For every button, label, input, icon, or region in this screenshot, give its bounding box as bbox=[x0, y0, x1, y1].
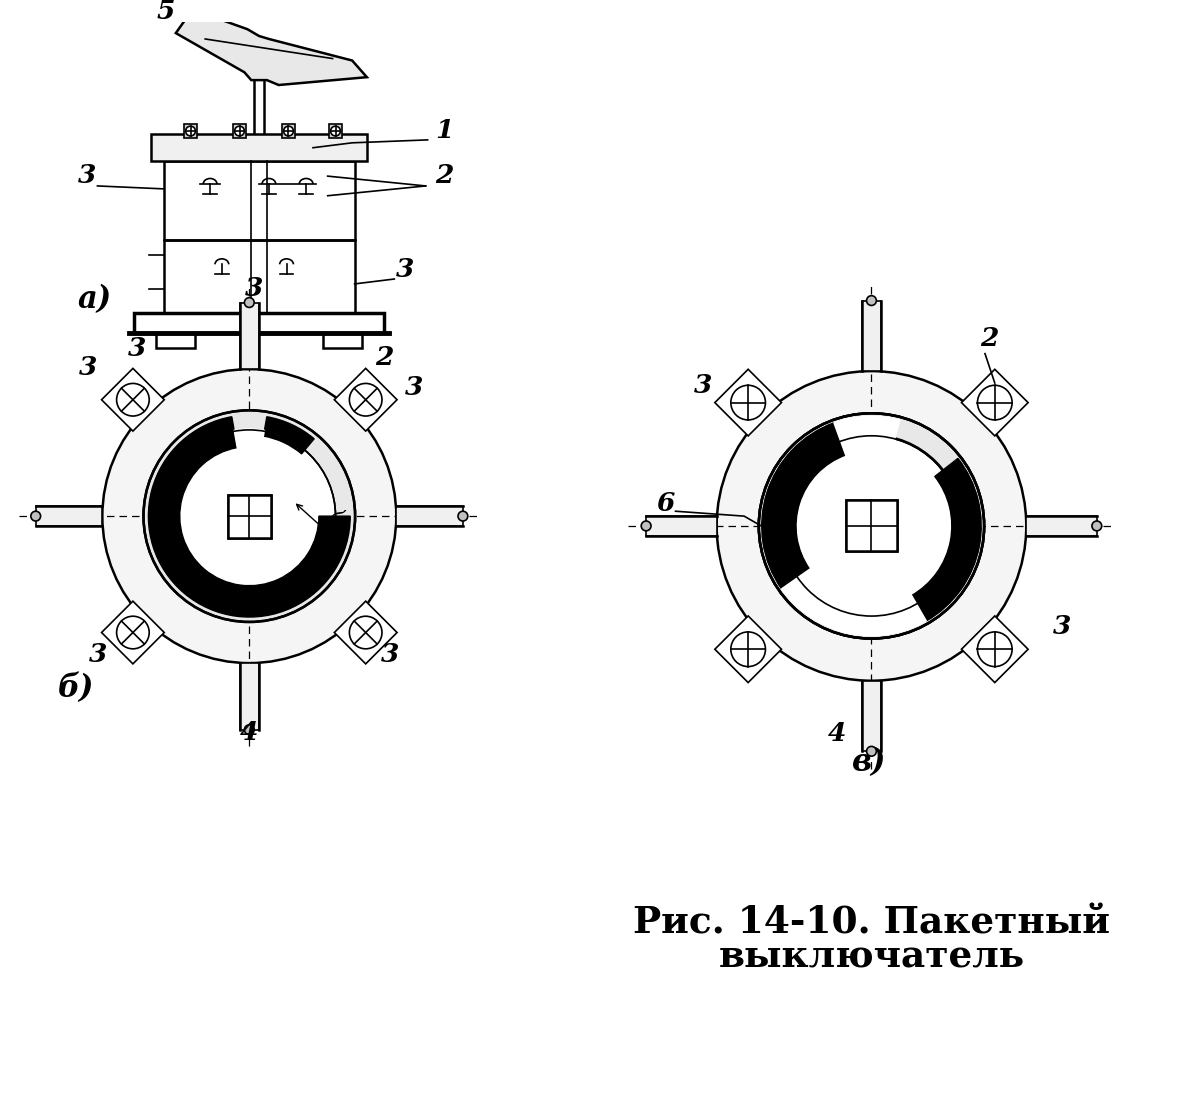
Text: 3: 3 bbox=[245, 276, 263, 300]
Circle shape bbox=[103, 369, 396, 664]
Text: 2: 2 bbox=[435, 163, 454, 188]
Polygon shape bbox=[176, 10, 367, 85]
Polygon shape bbox=[239, 302, 259, 369]
Polygon shape bbox=[101, 602, 164, 664]
Bar bbox=[151, 134, 367, 161]
Text: 3: 3 bbox=[694, 373, 712, 397]
Text: 3: 3 bbox=[79, 355, 98, 380]
Polygon shape bbox=[335, 369, 397, 431]
Text: Рис. 14-10. Пакетный: Рис. 14-10. Пакетный bbox=[633, 904, 1109, 942]
Circle shape bbox=[731, 385, 765, 420]
Bar bbox=[164, 240, 355, 314]
Wedge shape bbox=[149, 416, 350, 617]
Bar bbox=[157, 333, 196, 348]
Wedge shape bbox=[762, 423, 845, 588]
Circle shape bbox=[782, 436, 962, 616]
Text: 5: 5 bbox=[157, 0, 174, 24]
Bar bbox=[323, 333, 362, 348]
Bar bbox=[329, 125, 342, 138]
Circle shape bbox=[330, 126, 341, 136]
Polygon shape bbox=[396, 507, 463, 526]
Circle shape bbox=[1092, 521, 1101, 531]
Circle shape bbox=[867, 296, 876, 306]
Bar bbox=[228, 495, 271, 538]
Polygon shape bbox=[646, 517, 717, 535]
Text: 4: 4 bbox=[239, 720, 258, 744]
Circle shape bbox=[641, 521, 651, 531]
Circle shape bbox=[144, 411, 355, 622]
Bar bbox=[228, 495, 271, 538]
Polygon shape bbox=[1026, 517, 1096, 535]
Circle shape bbox=[117, 383, 150, 416]
Text: в): в) bbox=[852, 747, 887, 778]
Circle shape bbox=[31, 511, 40, 521]
Circle shape bbox=[457, 511, 468, 521]
Bar bbox=[232, 125, 246, 138]
Text: б): б) bbox=[58, 673, 94, 704]
Polygon shape bbox=[862, 681, 881, 752]
Text: б: б bbox=[328, 511, 347, 535]
Circle shape bbox=[731, 631, 765, 667]
Text: 2: 2 bbox=[980, 326, 999, 351]
Wedge shape bbox=[782, 566, 927, 636]
Circle shape bbox=[717, 371, 1026, 681]
Circle shape bbox=[244, 725, 255, 734]
Circle shape bbox=[185, 126, 196, 136]
Circle shape bbox=[349, 616, 382, 649]
Text: 6: 6 bbox=[656, 491, 674, 517]
Circle shape bbox=[117, 616, 150, 649]
Text: 3: 3 bbox=[381, 641, 399, 667]
Text: 3: 3 bbox=[396, 257, 415, 282]
Circle shape bbox=[349, 383, 382, 416]
Circle shape bbox=[163, 429, 336, 603]
Text: 3: 3 bbox=[1053, 614, 1071, 639]
Text: 1: 1 bbox=[435, 118, 454, 142]
Circle shape bbox=[284, 126, 294, 136]
Circle shape bbox=[977, 385, 1012, 420]
Polygon shape bbox=[714, 616, 782, 682]
Wedge shape bbox=[834, 416, 900, 459]
Text: 2: 2 bbox=[375, 346, 394, 371]
Circle shape bbox=[867, 746, 876, 756]
Polygon shape bbox=[862, 300, 881, 371]
Text: 4: 4 bbox=[828, 722, 845, 746]
Bar bbox=[847, 500, 897, 551]
Circle shape bbox=[244, 298, 255, 307]
Polygon shape bbox=[962, 370, 1028, 436]
Circle shape bbox=[235, 126, 244, 136]
Text: а): а) bbox=[78, 285, 112, 316]
Bar bbox=[134, 314, 384, 333]
Wedge shape bbox=[263, 416, 314, 454]
Circle shape bbox=[977, 631, 1012, 667]
Polygon shape bbox=[335, 602, 397, 664]
Wedge shape bbox=[235, 429, 264, 464]
Text: выключатель: выключатель bbox=[718, 938, 1025, 976]
Bar bbox=[184, 125, 197, 138]
Text: 3: 3 bbox=[78, 163, 97, 188]
Polygon shape bbox=[35, 507, 103, 526]
Text: 3: 3 bbox=[88, 641, 107, 667]
Wedge shape bbox=[911, 458, 981, 620]
Text: 3: 3 bbox=[404, 375, 423, 400]
Bar bbox=[847, 500, 897, 551]
Circle shape bbox=[759, 413, 984, 638]
Polygon shape bbox=[714, 370, 782, 436]
Polygon shape bbox=[962, 616, 1028, 682]
Bar bbox=[282, 125, 296, 138]
Polygon shape bbox=[239, 664, 259, 730]
Bar bbox=[164, 161, 355, 240]
Text: 3: 3 bbox=[129, 336, 146, 361]
Polygon shape bbox=[101, 369, 164, 431]
